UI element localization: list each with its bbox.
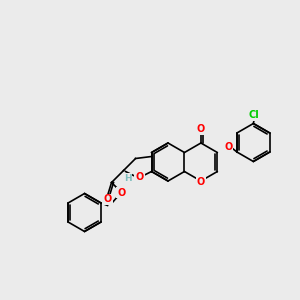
Text: O: O (197, 124, 205, 134)
Text: O: O (135, 172, 144, 182)
Text: O: O (103, 194, 112, 205)
Text: O: O (224, 142, 232, 152)
Text: O: O (117, 188, 126, 197)
Text: H: H (124, 174, 131, 183)
Text: O: O (197, 177, 205, 187)
Text: Cl: Cl (249, 110, 260, 121)
